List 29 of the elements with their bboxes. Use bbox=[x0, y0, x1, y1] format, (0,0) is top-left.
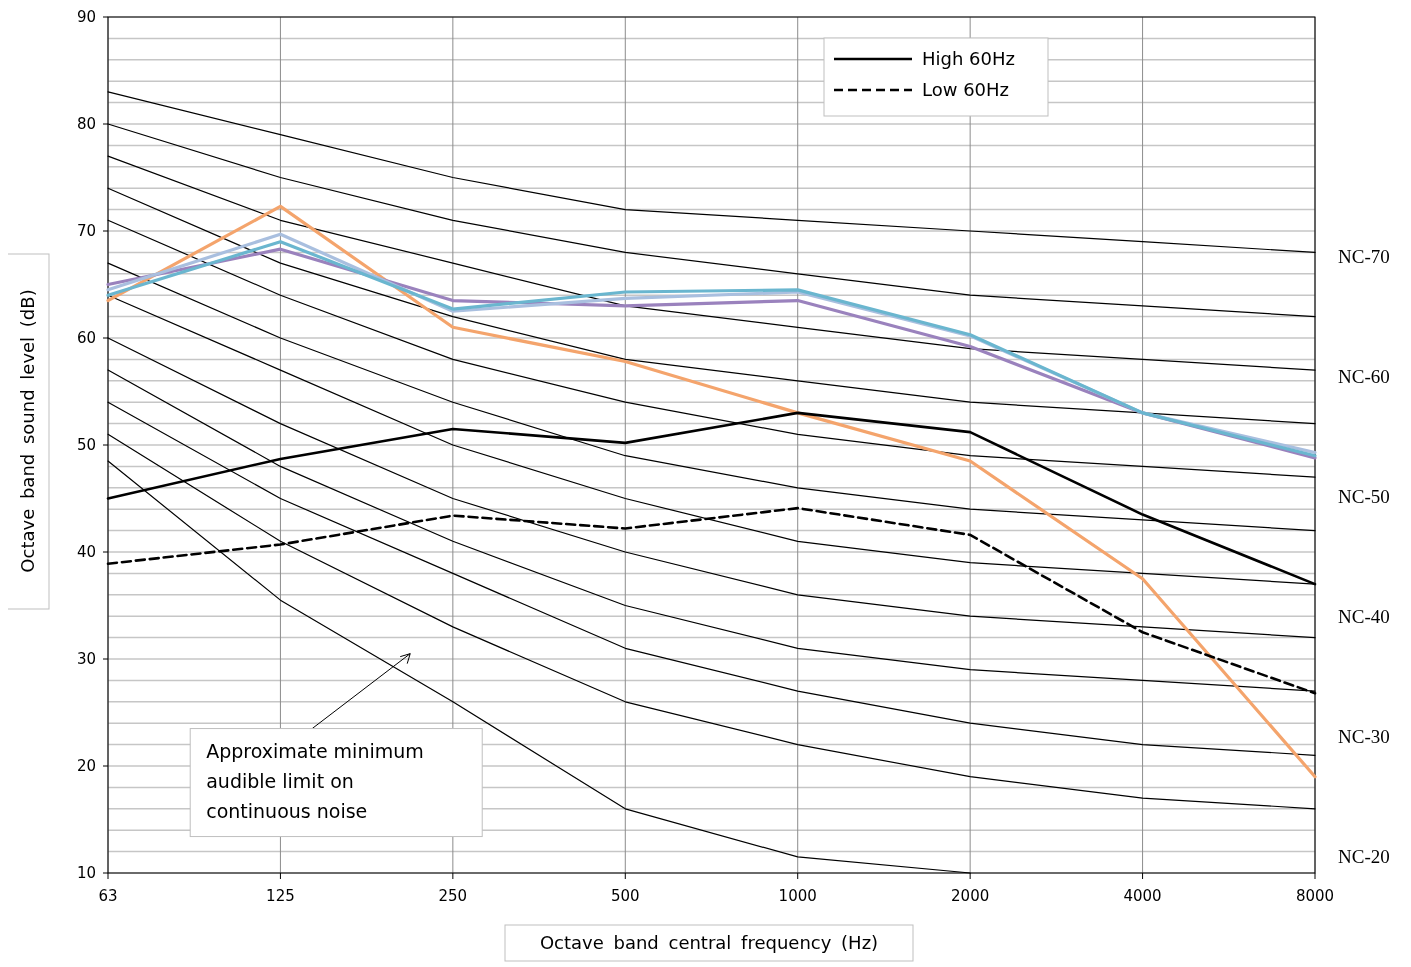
text: NC-60 bbox=[1338, 366, 1390, 388]
y-tick-label: 50 bbox=[76, 436, 96, 455]
y-tick-label: 90 bbox=[76, 8, 96, 27]
y-tick-label: 40 bbox=[76, 543, 96, 562]
y-axis-title: Octave band sound level (dB) bbox=[17, 289, 38, 573]
y-tick-label: 80 bbox=[76, 115, 96, 134]
y-tick-label: 20 bbox=[76, 757, 96, 776]
x-tick-label: 500 bbox=[610, 887, 640, 905]
y-tick-label: 30 bbox=[76, 650, 96, 669]
note-box: Approximate minimum audible limit on continuous noise bbox=[189, 728, 483, 838]
legend-label: Low 60Hz bbox=[922, 79, 1010, 101]
text: NC-50 bbox=[1338, 486, 1390, 508]
annotation: Approximate minimum audible limit on continuous noise bbox=[206, 739, 424, 822]
x-tick-label: 63 bbox=[98, 887, 118, 905]
text: NC-70 bbox=[1338, 246, 1390, 268]
legend-label: High 60Hz bbox=[922, 48, 1015, 70]
y-tick-label: 10 bbox=[76, 864, 96, 883]
x-tick-label: 2000 bbox=[951, 887, 990, 905]
x-tick-label: 4000 bbox=[1123, 887, 1162, 905]
y-tick-label: 70 bbox=[76, 222, 96, 241]
y-tick-label: 60 bbox=[76, 329, 96, 348]
x-axis-title: Octave band central frequency (Hz) bbox=[539, 932, 879, 953]
x-tick-label: 8000 bbox=[1295, 887, 1335, 905]
text: NC-20 bbox=[1338, 845, 1390, 867]
x-tick-label: 1000 bbox=[778, 887, 817, 905]
x-tick-label: 250 bbox=[438, 887, 468, 905]
text: NC-40 bbox=[1338, 605, 1390, 627]
text: NC-30 bbox=[1338, 725, 1390, 747]
x-tick-label: 125 bbox=[266, 887, 295, 905]
